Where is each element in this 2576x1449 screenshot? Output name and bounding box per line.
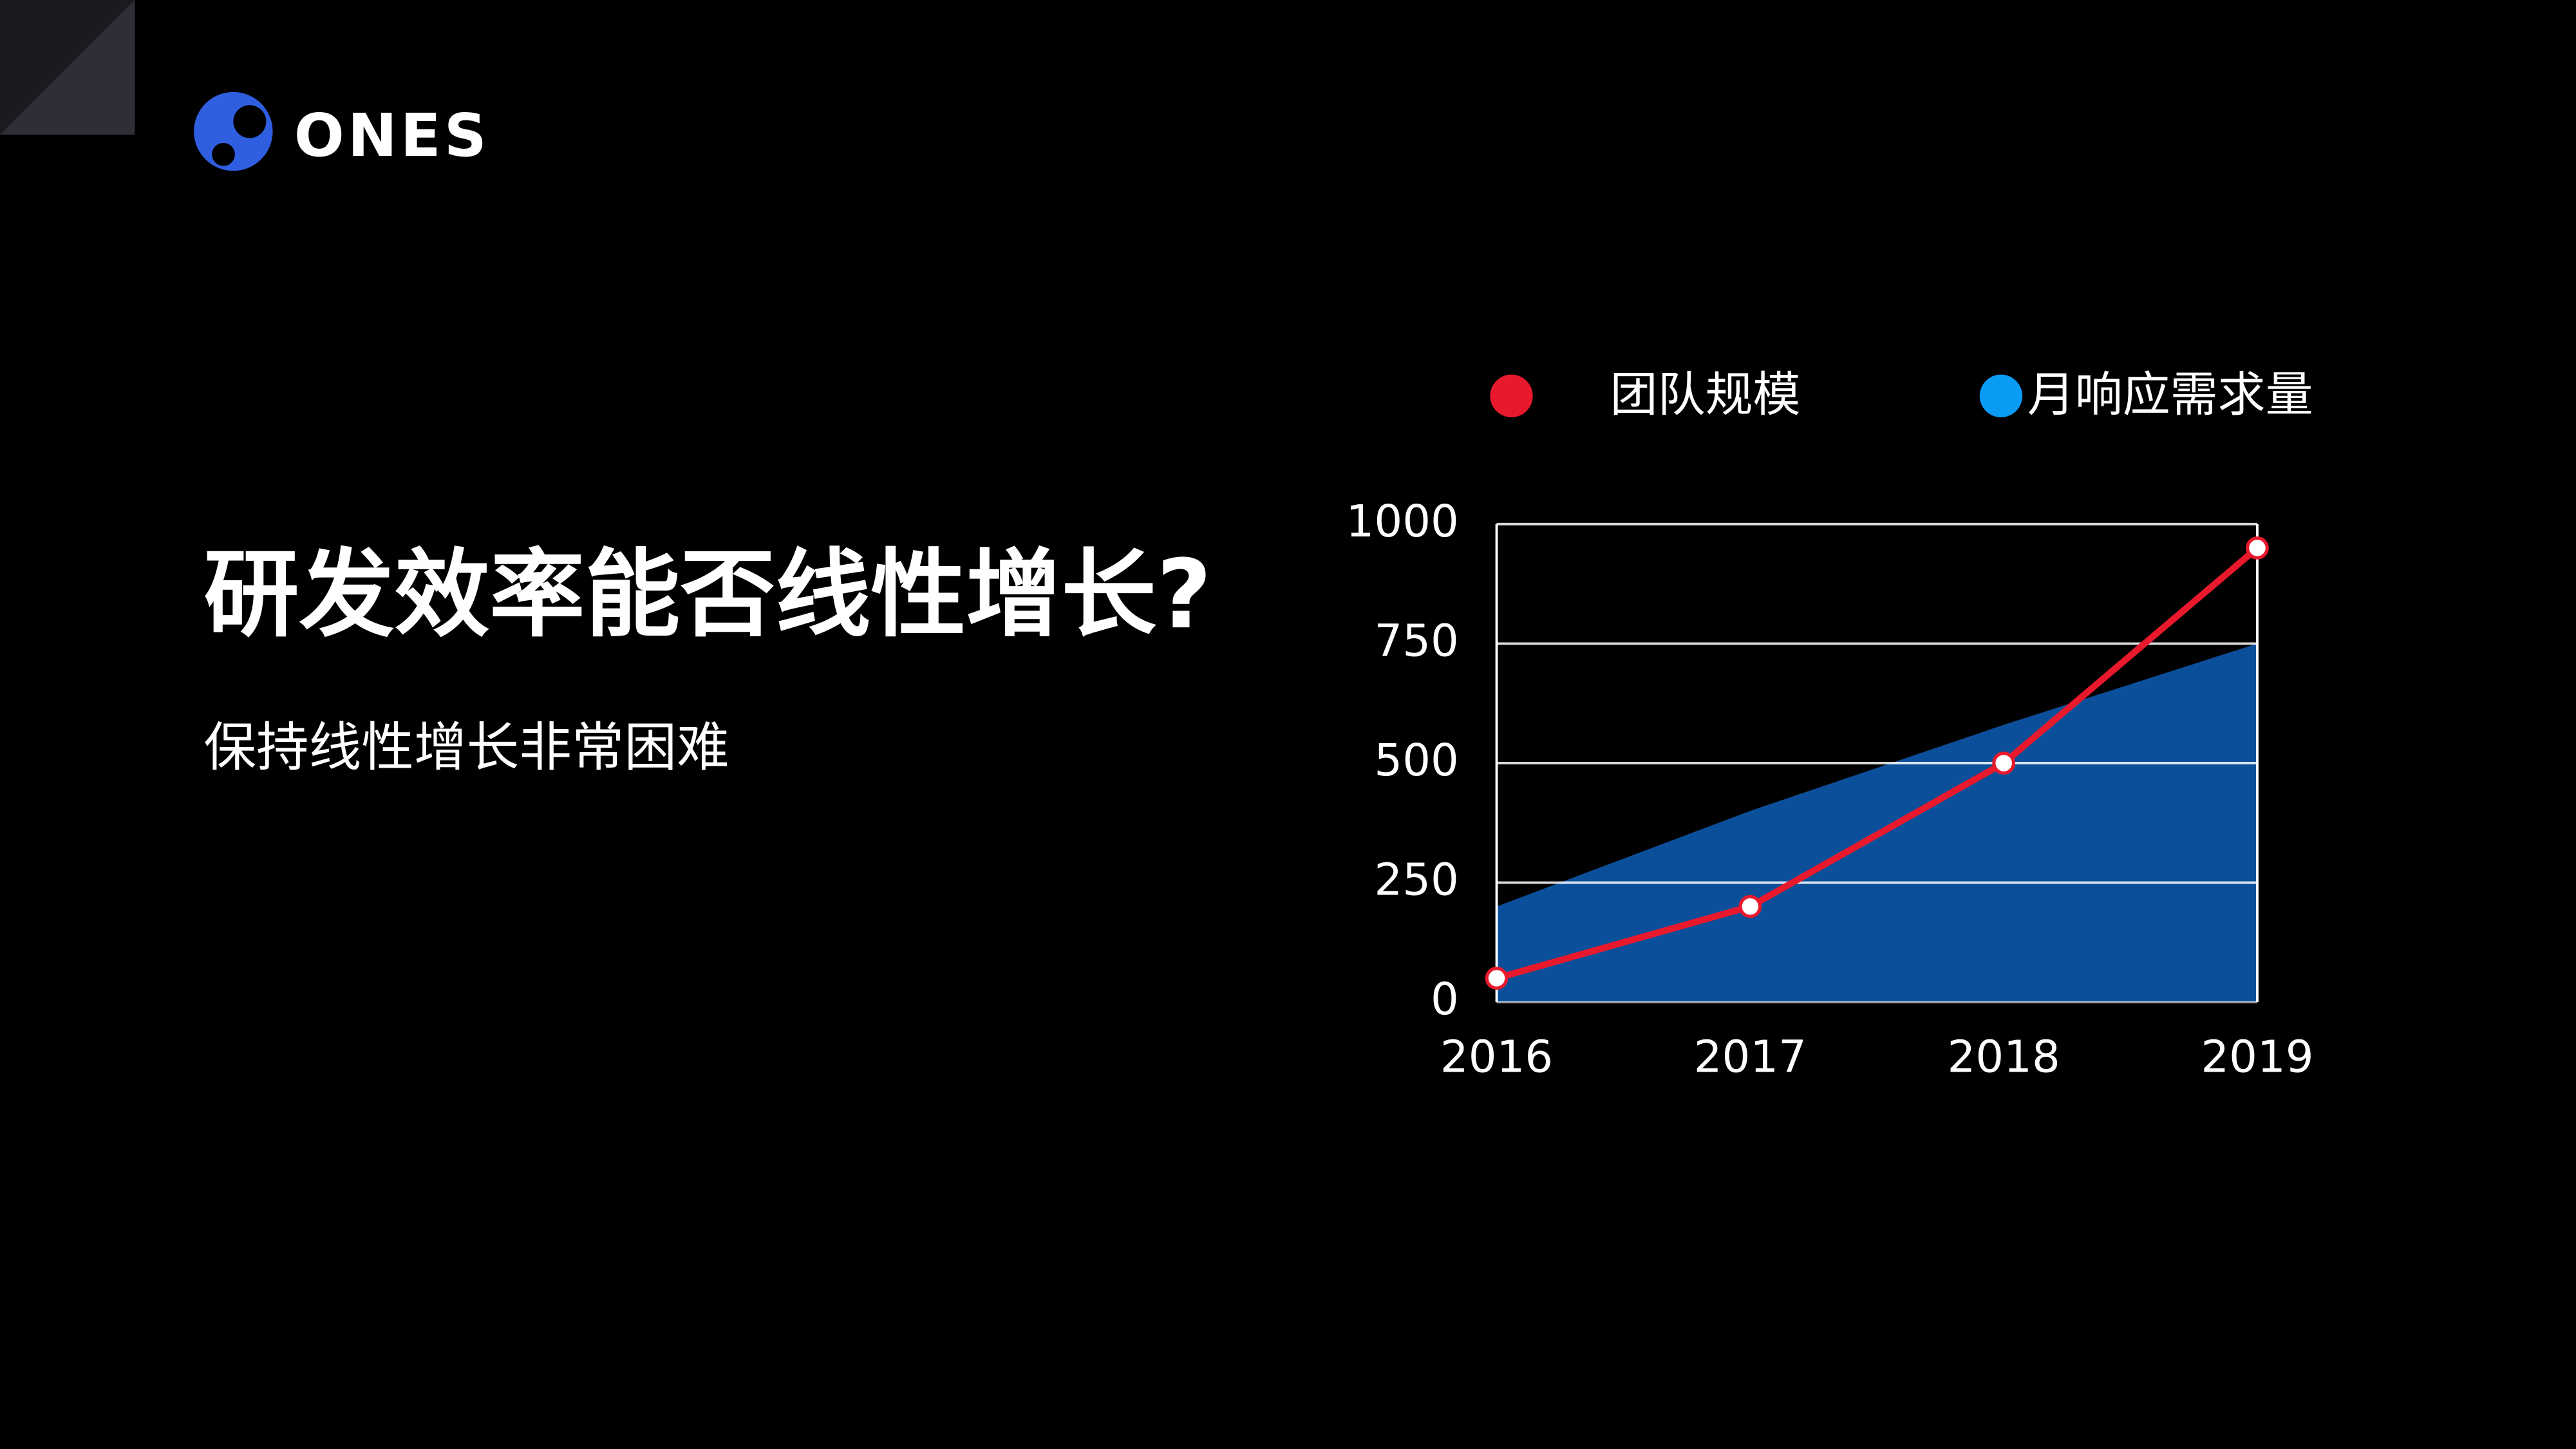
logo-text: ONES [294, 101, 490, 170]
point [1738, 895, 1762, 918]
point [1992, 752, 2016, 775]
x-tick-label: 2018 [1948, 1031, 2060, 1083]
y-tick-label: 250 [1374, 855, 1458, 906]
point [1485, 967, 1509, 990]
y-tick-label: 500 [1374, 735, 1458, 786]
point [2246, 536, 2269, 560]
heading: 研发效率能否线性增长? [203, 539, 1212, 650]
legend-swatch [1979, 374, 2023, 417]
x-tick-label: 2016 [1440, 1031, 1553, 1083]
legend-label: 月响应需求量 [2027, 367, 2313, 422]
legend-label: 团队规模 [1610, 367, 1801, 422]
area [1496, 643, 2257, 1003]
corner-fold-shade [0, 0, 135, 135]
y-tick-label: 1000 [1346, 496, 1459, 547]
subheading: 保持线性增长非常困难 [203, 717, 729, 778]
line [1496, 545, 2260, 981]
x-tick-label: 2017 [1694, 1031, 1807, 1083]
chart: 0 250 500 750 1000 2016 2017 2018 2019 团队规模 月响应需求量 [1346, 367, 2314, 1083]
y-tick-label: 750 [1374, 615, 1458, 667]
x-tick-label: 2019 [2201, 1031, 2313, 1083]
legend-swatch [1490, 374, 1533, 417]
y-tick-label: 0 [1431, 974, 1459, 1025]
logo-icon [194, 91, 273, 171]
